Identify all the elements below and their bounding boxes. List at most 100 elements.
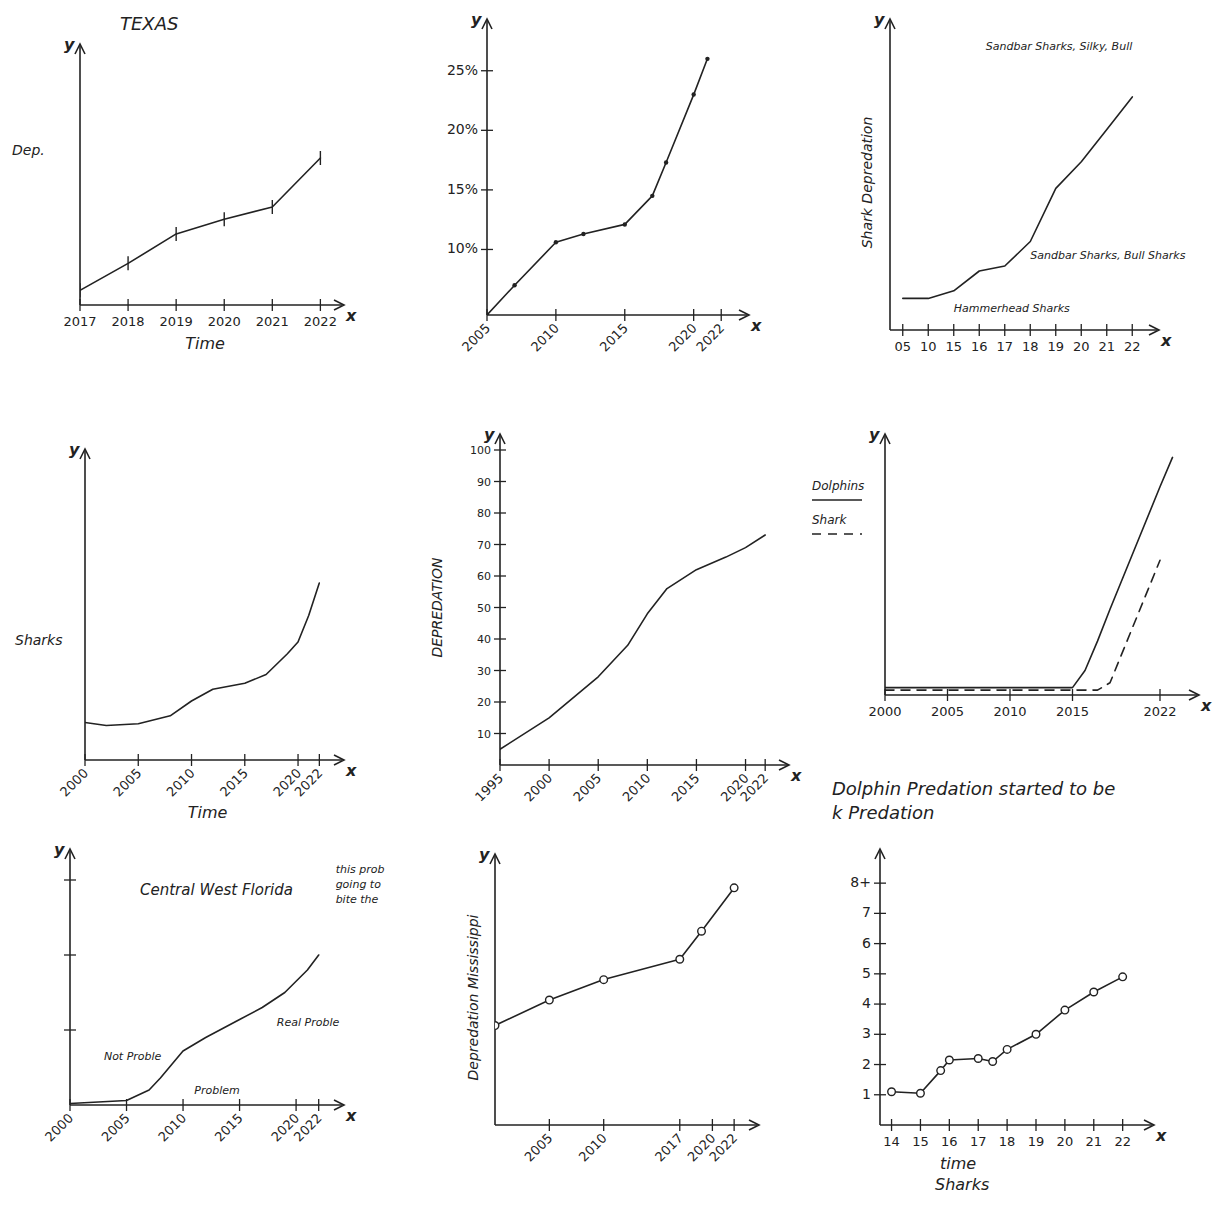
plot-area [888,973,1127,1097]
y-tick [494,544,506,545]
x-tick [319,754,320,766]
x-tick [1072,689,1073,701]
y-axis-title: Sharks [15,632,63,648]
x-tick-label: 18 [1022,339,1039,354]
x-tick-label: 2000 [42,1111,76,1145]
x-tick [949,1119,950,1131]
x-tick-label: 2017 [63,314,96,329]
point [650,194,654,198]
point [989,1058,997,1066]
x-tick [624,309,625,321]
x-tick-label: 16 [971,339,988,354]
x-tick-label: 1995 [472,771,506,805]
x-tick [1055,324,1056,336]
y-axis-name: y [69,440,80,459]
point [1032,1031,1040,1039]
panel: yx20002005201020152022DolphinsSharkDolph… [812,425,1212,823]
y-tick-label: 2 [862,1056,871,1072]
caption: Dolphin Predation started to be [832,778,1115,799]
y-axis-title: Shark Depredation [859,117,875,249]
series-line [892,977,1123,1093]
x-tick-label: 14 [883,1134,900,1149]
x-axis-title: time [940,1154,976,1173]
x-tick [84,754,85,766]
y-axis-name: y [64,35,75,54]
y-axis [84,451,86,760]
x-tick [978,1119,979,1131]
point [600,976,608,984]
point [80,283,81,297]
x-tick-label: 2000 [521,771,555,805]
x-tick-label: 17 [970,1134,987,1149]
point [320,151,321,165]
plot-area [903,97,1133,299]
y-tick-label: 7 [862,904,871,920]
x-tick-label: 2005 [570,771,604,805]
panel: yx2005201020152020202210%15%20%25% [447,10,762,355]
x-tick-label: 2021 [256,314,289,329]
legend-swatch [812,533,862,535]
y-axis-name: y [874,10,885,29]
y-tick-label: 5 [862,965,871,981]
point [946,1056,954,1064]
x-axis-arrow [739,310,749,320]
x-tick [902,324,903,336]
x-axis [70,1104,342,1106]
x-tick-label: 2005 [99,1111,133,1145]
x-tick-label: 16 [941,1134,958,1149]
x-tick [891,1119,892,1131]
annotation: this probgoing tobite the [336,863,385,906]
x-tick-label: 2005 [459,321,493,355]
y-tick [494,638,506,639]
x-tick [1159,689,1160,701]
x-axis-name: x [1155,1126,1167,1145]
x-tick-label: 2015 [217,766,251,800]
x-tick [549,1119,550,1131]
panel: yx201720182019202020212022TEXASDep.Time [12,13,357,353]
x-tick-label: 15 [945,339,962,354]
x-axis [495,1124,757,1126]
y-tick [874,1034,886,1035]
x-tick-label: 2019 [160,314,193,329]
point [127,256,128,270]
x-tick [272,299,273,311]
point [512,283,516,287]
y-axis-arrow [75,44,85,54]
x-tick-label: 2020 [208,314,241,329]
point [664,160,668,164]
y-tick [874,1003,886,1004]
x-tick [1093,1119,1094,1131]
y-axis-arrow [65,849,75,859]
x-tick-label: 2010 [993,704,1026,719]
x-axis-arrow [334,755,344,765]
x-tick [693,309,694,321]
series-line [885,560,1160,690]
x-tick [79,299,80,311]
y-tick-label: 25% [447,62,478,78]
x-tick-label: 19 [1028,1134,1045,1149]
panel: x14151617181920212212345678+timeSharks [850,849,1167,1194]
annotation-line: this prob [336,863,385,876]
x-tick-label: 17 [996,339,1013,354]
x-tick [647,759,648,771]
x-tick-label: 2015 [1056,704,1089,719]
y-axis-arrow [490,854,500,864]
x-tick [1006,1119,1007,1131]
y-tick [874,1094,886,1095]
x-tick [297,754,298,766]
panel: y20052010201720202022Depredation Mississ… [465,845,759,1165]
x-axis [885,694,1197,696]
x-tick-label: 2010 [528,321,562,355]
x-tick [1081,324,1082,336]
y-tick-label: 3 [862,1025,871,1041]
chart-title: Central West Florida [140,881,293,899]
x-tick [69,1099,70,1111]
x-tick [920,1119,921,1131]
series-line [885,457,1173,687]
x-tick [979,324,980,336]
y-axis-title: Depredation Mississippi [465,914,481,1080]
y-tick [874,882,886,883]
x-tick-label: 2015 [597,321,631,355]
y-axis [499,436,501,765]
point [554,240,558,244]
